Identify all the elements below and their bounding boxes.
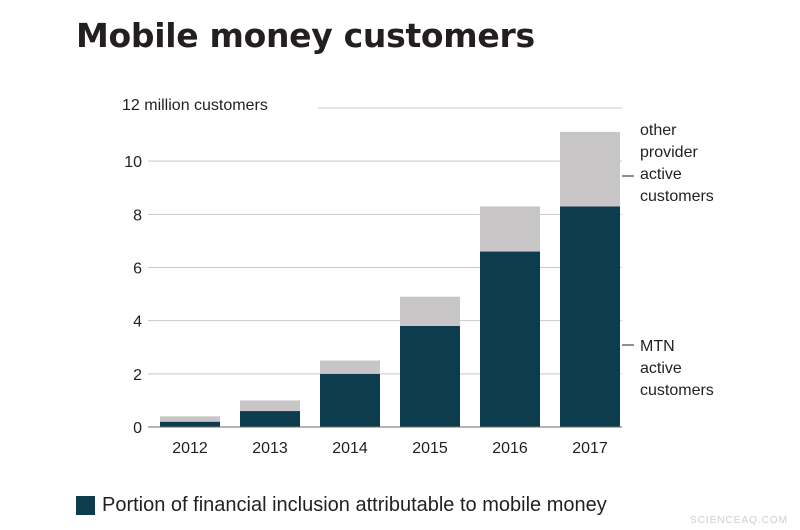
bar-2016-mtn (480, 251, 540, 427)
y-tick-label-8: 8 (133, 207, 142, 224)
watermark: SCIENCEAQ.COM (689, 515, 788, 526)
y-axis-ticks: 0 2 4 6 8 10 (124, 154, 142, 437)
annotation-mtn-line-0: MTN (640, 338, 675, 355)
bar-2014-other (320, 360, 380, 374)
bar-2013-mtn (240, 411, 300, 427)
y-tick-label-4: 4 (133, 314, 142, 331)
bar-2014-mtn (320, 373, 380, 427)
annotation-mtn-line-2: customers (640, 382, 714, 399)
bar-2012-mtn (160, 421, 220, 427)
annotation-mtn-line-1: active (640, 360, 682, 377)
bar-2013-other (240, 400, 300, 412)
y-tick-label-0: 0 (133, 420, 142, 437)
bar-2017-mtn (560, 206, 620, 427)
bar-2015-other (400, 296, 460, 326)
series-annotations: other provider active customers MTN active cus… (622, 122, 714, 399)
bar-2017-other (560, 131, 620, 207)
y-tick-label-10: 10 (124, 154, 142, 171)
x-tick-label-2013: 2013 (252, 440, 288, 457)
chart-title: Mobile money customers (76, 16, 535, 55)
legend-label: Portion of financial inclusion attributa… (102, 494, 607, 516)
annotation-other-line-3: customers (640, 188, 714, 205)
legend: Portion of financial inclusion attributa… (76, 494, 607, 517)
annotation-other-line-1: provider (640, 144, 698, 161)
bar-2012-other (160, 416, 220, 422)
x-tick-label-2012: 2012 (172, 440, 208, 457)
x-tick-label-2016: 2016 (492, 440, 528, 457)
y-axis-label: 12 million customers (122, 97, 268, 114)
x-tick-label-2014: 2014 (332, 440, 368, 457)
legend-swatch (76, 496, 95, 515)
annotation-other-line-2: active (640, 166, 682, 183)
y-tick-label-2: 2 (133, 367, 142, 384)
x-axis-ticks: 2012 2013 2014 2015 2016 2017 (172, 440, 608, 457)
annotation-other-line-0: other (640, 122, 677, 139)
gridlines (148, 107, 622, 375)
bar-2015-mtn (400, 325, 460, 427)
x-tick-label-2017: 2017 (572, 440, 608, 457)
bar-2016-other (480, 206, 540, 252)
y-tick-label-6: 6 (133, 261, 142, 278)
x-tick-label-2015: 2015 (412, 440, 448, 457)
bars (160, 131, 620, 427)
